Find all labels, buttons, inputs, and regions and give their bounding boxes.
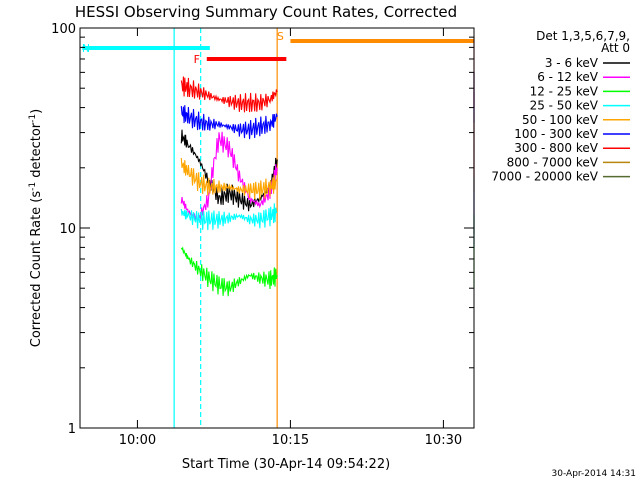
legend-entry-label: 12 - 25 keV — [530, 84, 599, 98]
series-line — [180, 131, 278, 223]
series-line — [180, 203, 278, 231]
x-tick-label: 10:00 — [119, 433, 156, 448]
chart-title: HESSI Observing Summary Count Rates, Cor… — [75, 3, 457, 21]
legend-entry-label: 25 - 50 keV — [530, 99, 599, 113]
x-axis-label: Start Time (30-Apr-14 09:54:22) — [182, 457, 390, 472]
legend-header-line-1: Det 1,3,5,6,7,9, — [536, 29, 630, 43]
series-line — [180, 76, 278, 113]
series-line — [180, 157, 278, 200]
state-flag-label: F — [194, 53, 200, 66]
series-line — [180, 246, 278, 297]
state-flag-label: N — [82, 42, 90, 55]
y-axis-label-sup1: -1 — [28, 182, 38, 191]
y-axis-label-mid: detector — [29, 122, 44, 182]
state-flag-label: S — [277, 30, 284, 43]
legend-entry-label: 3 - 6 keV — [545, 56, 599, 70]
legend-entry-label: 300 - 800 keV — [514, 141, 598, 155]
legend-header-line-2: Att 0 — [601, 41, 630, 55]
legend-entry-label: 6 - 12 keV — [537, 70, 599, 84]
y-tick-label: 100 — [51, 22, 76, 37]
y-axis-label: Corrected Count Rate (s-1 detector-1) — [28, 109, 44, 347]
legend-entry-label: 800 - 7000 keV — [507, 155, 599, 169]
x-tick-label: 10:30 — [425, 433, 462, 448]
y-tick-label: 10 — [59, 222, 76, 237]
y-axis-label-main: Corrected Count Rate (s — [29, 191, 44, 348]
series-line — [180, 105, 278, 140]
x-tick-label: 10:15 — [272, 433, 309, 448]
legend-entry-label: 50 - 100 keV — [522, 113, 599, 127]
y-axis-label-end: ) — [29, 109, 44, 114]
y-axis-label-sup2: -1 — [28, 114, 38, 123]
footer-timestamp: 30-Apr-2014 14:31 — [552, 469, 636, 479]
legend-entry-label: 7000 - 20000 keV — [491, 170, 598, 184]
y-tick-label: 1 — [68, 422, 76, 437]
y-axis: 1 10 100 — [51, 22, 474, 437]
legend-entry-label: 100 - 300 keV — [514, 127, 598, 141]
x-axis: 10:00 10:15 10:30 — [119, 28, 462, 448]
